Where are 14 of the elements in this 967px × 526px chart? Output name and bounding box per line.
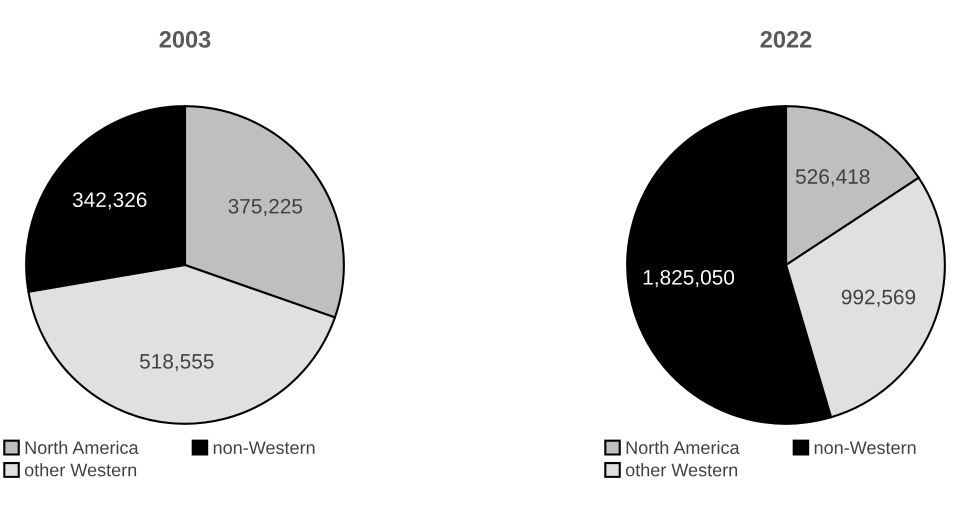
- data-label: 1,825,050: [644, 270, 734, 288]
- data-label: 342,326: [72, 192, 146, 210]
- legend-label: North America: [626, 440, 740, 454]
- data-label: 526,418: [796, 169, 870, 186]
- data-label: 375,225: [228, 198, 302, 216]
- legend-label: North America: [26, 440, 139, 454]
- legend-label: other Western: [626, 463, 738, 476]
- chart-title: 2022: [760, 31, 812, 48]
- legend-label: other Western: [24, 463, 136, 476]
- legend-label: non-Western: [814, 441, 916, 454]
- data-label: 518,555: [140, 354, 214, 372]
- legend-label: non-Western: [214, 441, 314, 454]
- chart-title: 2003: [160, 31, 210, 48]
- data-label: 992,569: [842, 290, 916, 307]
